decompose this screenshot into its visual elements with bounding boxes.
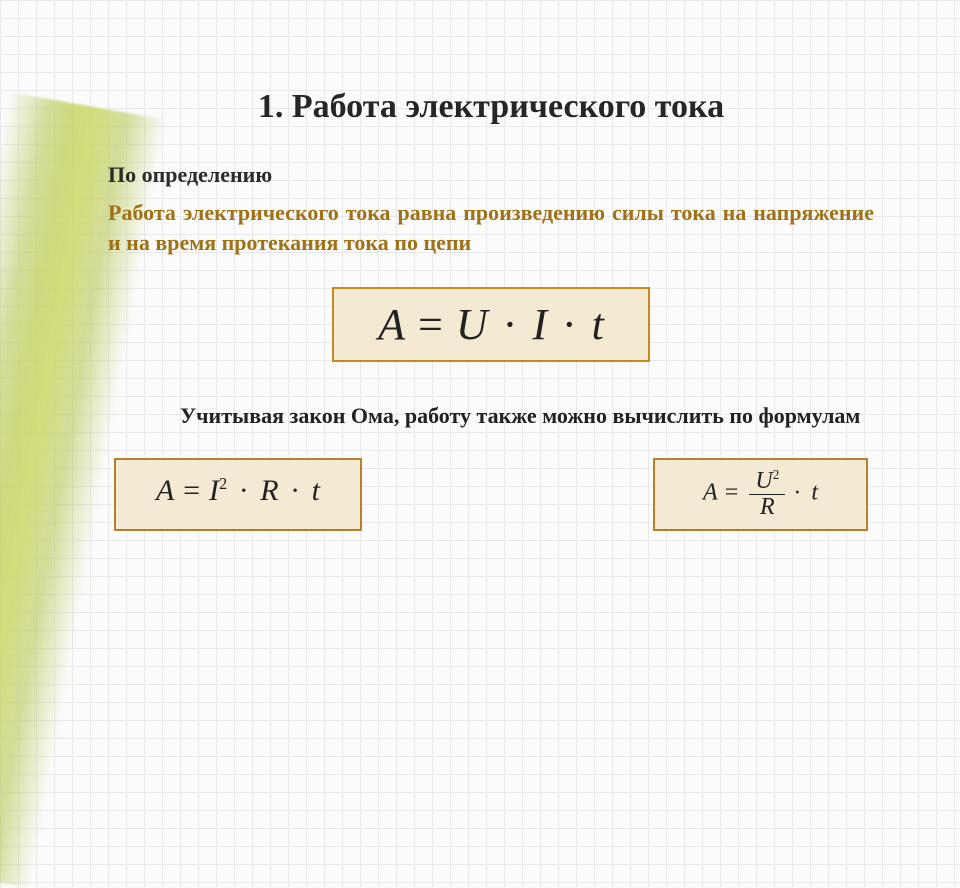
secondary-formula-row: A = I2 · R · t A = U2R· t [108, 458, 874, 530]
formula-u2rt-box: A = U2R· t [653, 458, 868, 530]
main-formula-box: A = U · I · t [332, 287, 650, 362]
formula-i2rt-box: A = I2 · R · t [114, 458, 362, 530]
page-title: 1. Работа электрического тока [108, 88, 874, 126]
definition-text: Работа электрического тока равна произве… [108, 198, 874, 257]
subheading: По определению [108, 162, 874, 188]
slide-content: 1. Работа электрического тока По определ… [0, 0, 960, 720]
main-formula-row: A = U · I · t [108, 287, 874, 362]
ohms-law-note: Учитывая закон Ома, работу также можно в… [108, 400, 874, 432]
